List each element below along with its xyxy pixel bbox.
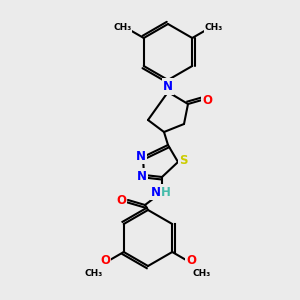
Text: S: S [179, 154, 187, 167]
Text: N: N [137, 169, 147, 182]
Text: N: N [136, 149, 146, 163]
Text: CH₃: CH₃ [113, 23, 132, 32]
Text: N: N [151, 185, 161, 199]
Text: H: H [161, 185, 171, 199]
Text: O: O [116, 194, 126, 206]
Text: O: O [100, 254, 110, 268]
Text: CH₃: CH₃ [85, 268, 103, 278]
Text: CH₃: CH₃ [204, 23, 223, 32]
Text: O: O [186, 254, 196, 268]
Text: N: N [163, 80, 173, 92]
Text: N: N [163, 80, 173, 94]
Text: CH₃: CH₃ [193, 268, 211, 278]
Text: O: O [202, 94, 212, 106]
